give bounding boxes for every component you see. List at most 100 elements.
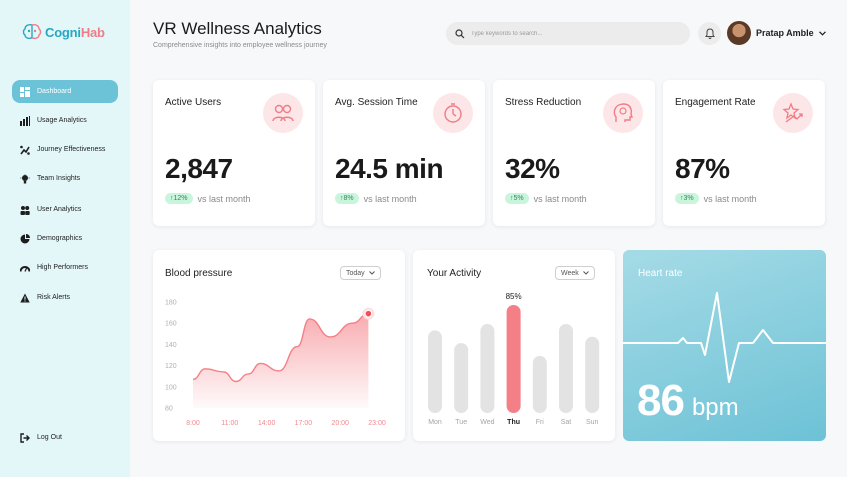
sidebar-item-label: Dashboard	[37, 88, 72, 95]
day-label: Fri	[536, 419, 545, 426]
card-title: Your Activity	[427, 268, 482, 279]
sidebar-item-usage-analytics[interactable]: Usage Analytics	[12, 109, 118, 132]
sidebar-item-high-performers[interactable]: High Performers	[12, 256, 118, 279]
card-title: Blood pressure	[165, 268, 233, 279]
y-tick-label: 100	[165, 384, 177, 391]
comparison-text: vs last month	[533, 193, 587, 204]
activity-bar[interactable]	[428, 330, 442, 413]
y-tick-label: 140	[165, 342, 177, 349]
bp-line	[192, 312, 369, 383]
search-bar[interactable]	[446, 22, 690, 45]
x-tick-label: 20:00	[331, 420, 349, 427]
selected-range: Today	[346, 269, 365, 277]
bp-latest-point[interactable]	[364, 309, 373, 318]
stat-card-stress-reduction: Stress Reduction 32% ↑5% vs last month	[493, 80, 655, 226]
activity-bar[interactable]	[532, 355, 547, 413]
stat-footer: ↑8% vs last month	[335, 193, 417, 204]
blood-pressure-chart: 80 100 120 140 160 180 8:00 11:00 14:00 17:00 20:0…	[165, 300, 386, 428]
stat-value: 24.5 min	[335, 153, 444, 184]
x-tick-label: 11:00	[221, 420, 238, 427]
x-tick-label: 14:00	[258, 420, 276, 427]
activity-chart: Mon Tue Wed Thu 85% Fri Sat Sun	[428, 292, 600, 426]
sidebar-item-label: Usage Analytics	[37, 117, 87, 124]
change-badge: ↑3%	[675, 193, 699, 204]
stat-footer: ↑5% vs last month	[505, 193, 587, 204]
sidebar-item-label: Journey Effectiveness	[37, 146, 106, 153]
heart-rate-readout: 86 bpm	[637, 376, 739, 426]
activity-bar[interactable]	[585, 336, 600, 413]
warning-icon	[20, 293, 30, 302]
logout-button[interactable]: Log Out	[12, 426, 118, 449]
logout-icon	[20, 432, 30, 443]
card-title: Heart rate	[638, 268, 683, 279]
activity-bar[interactable]	[559, 324, 573, 413]
page-title: VR Wellness Analytics	[153, 19, 322, 38]
lightbulb-icon	[20, 173, 30, 183]
logo[interactable]: CogniHab	[22, 23, 105, 41]
day-label: Mon	[428, 419, 442, 426]
time-range-select[interactable]: Week	[555, 266, 595, 280]
stat-icon-container	[433, 93, 473, 133]
x-tick-label: 23:00	[368, 420, 386, 427]
stat-card-engagement-rate: Engagement Rate 87% ↑3% vs last month	[663, 80, 825, 226]
stat-icon-container	[773, 93, 813, 133]
stat-icon-container	[603, 93, 643, 133]
change-badge: ↑5%	[505, 193, 529, 204]
stat-title: Avg. Session Time	[335, 97, 418, 108]
stat-value: 32%	[505, 153, 560, 184]
highlight-value-label: 85%	[506, 292, 522, 301]
brand-name: CogniHab	[45, 24, 105, 40]
comparison-text: vs last month	[197, 193, 251, 204]
avatar[interactable]	[727, 21, 751, 45]
stat-footer: ↑3% vs last month	[675, 193, 757, 204]
stat-value: 2,847	[165, 153, 233, 184]
y-tick-label: 120	[165, 363, 177, 370]
sidebar-item-user-analytics[interactable]: User Analytics	[12, 198, 118, 221]
bar-chart-icon	[20, 115, 30, 126]
y-tick-label: 180	[165, 300, 177, 307]
activity-card: Your Activity Week Mon Tue Wed Thu 85% Fri Sat…	[413, 250, 615, 441]
sidebar-item-label: High Performers	[37, 264, 88, 271]
selected-range: Week	[561, 269, 579, 277]
bell-icon	[704, 28, 715, 39]
heart-rate-card: Heart rate 86 bpm	[623, 250, 826, 441]
sidebar-item-dashboard[interactable]: Dashboard	[12, 80, 118, 103]
stat-title: Active Users	[165, 97, 222, 108]
day-label: Wed	[480, 419, 494, 426]
stat-title: Engagement Rate	[675, 97, 756, 108]
time-range-select[interactable]: Today	[340, 266, 381, 280]
gauge-icon	[20, 265, 30, 272]
sidebar: CogniHab Dashboard Usage Analytics Journ…	[0, 0, 130, 477]
activity-bar[interactable]	[454, 343, 469, 413]
sidebar-item-journey-effectiveness[interactable]: Journey Effectiveness	[12, 138, 118, 161]
day-label: Sun	[586, 419, 599, 426]
activity-bar[interactable]	[480, 324, 495, 413]
brain-icon	[613, 103, 633, 122]
user-name: Pratap Amble	[756, 28, 814, 38]
timer-icon	[444, 103, 462, 123]
change-badge: ↑12%	[165, 193, 193, 204]
day-label: Sat	[561, 419, 572, 426]
y-tick-label: 160	[165, 321, 177, 328]
sidebar-item-team-insights[interactable]: Team Insights	[12, 167, 118, 190]
stat-card-active-users: Active Users 2,847 ↑12% vs last month	[153, 80, 315, 226]
day-label: Tue	[455, 419, 467, 426]
user-menu[interactable]: Pratap Amble	[756, 28, 826, 38]
search-icon	[455, 28, 465, 38]
notifications-button[interactable]	[698, 22, 721, 45]
stat-title: Stress Reduction	[505, 97, 582, 108]
search-input[interactable]	[471, 30, 671, 37]
comparison-text: vs last month	[363, 193, 417, 204]
route-icon	[20, 145, 30, 155]
sidebar-item-label: Demographics	[37, 235, 83, 242]
activity-bar[interactable]	[506, 305, 521, 413]
dashboard-icon	[20, 86, 30, 97]
sidebar-item-demographics[interactable]: Demographics	[12, 227, 118, 250]
logout-label: Log Out	[37, 434, 62, 441]
users-icon	[272, 104, 294, 122]
page-subtitle: Comprehensive insights into employee wel…	[153, 42, 327, 49]
sidebar-item-risk-alerts[interactable]: Risk Alerts	[12, 286, 118, 309]
stat-value: 87%	[675, 153, 730, 184]
star-trend-icon	[782, 102, 803, 123]
stat-footer: ↑12% vs last month	[165, 193, 251, 204]
